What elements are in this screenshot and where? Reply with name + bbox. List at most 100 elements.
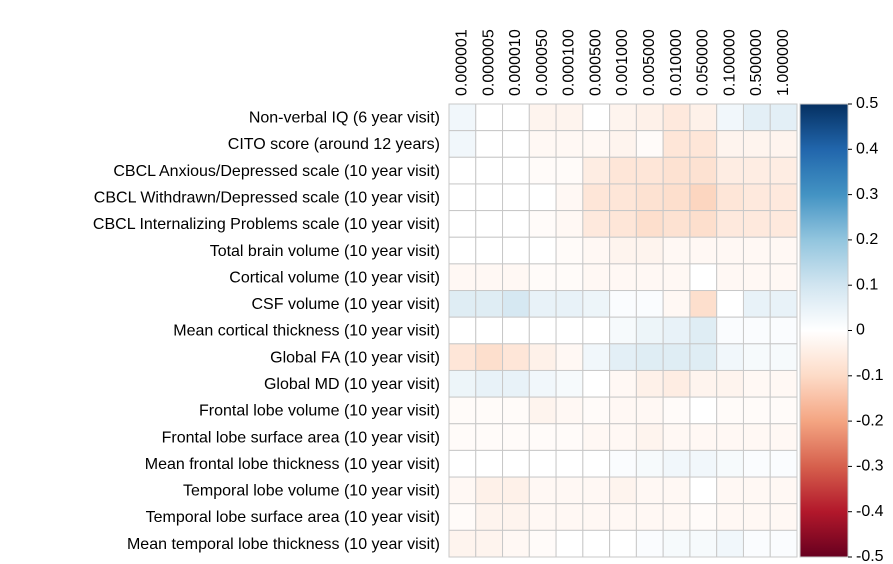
column-label: 0.050000: [695, 29, 712, 96]
colorbar-tick-label: -0.5: [856, 548, 884, 564]
heat-cell: [742, 449, 771, 478]
heat-cell: [582, 236, 611, 265]
heat-cell: [609, 476, 637, 505]
heat-cell: [742, 103, 771, 132]
heat-cell: [502, 343, 530, 371]
heat-cell: [635, 316, 664, 345]
heat-cell: [769, 423, 798, 451]
heat-cell: [662, 103, 691, 132]
row-label: Total brain volume (10 year visit): [210, 243, 440, 260]
heat-cell: [528, 529, 557, 558]
heat-cell: [769, 210, 798, 238]
heat-cell: [716, 156, 744, 185]
heat-cell: [609, 183, 637, 212]
row-label: CSF volume (10 year visit): [252, 296, 441, 313]
heat-cell: [582, 263, 611, 292]
heat-cell: [582, 423, 611, 451]
heat-cell: [555, 503, 584, 531]
heat-cell: [635, 236, 664, 265]
heat-cell: [689, 423, 718, 451]
heat-cell: [689, 130, 718, 158]
heat-cell: [689, 236, 718, 265]
heat-cell: [528, 290, 557, 318]
heat-cell: [528, 503, 557, 531]
heat-cell: [582, 369, 611, 398]
heat-cell: [716, 396, 744, 425]
heat-cell: [502, 316, 530, 345]
heat-cell: [609, 103, 637, 132]
heat-cell: [716, 316, 744, 345]
column-label: 0.000100: [561, 29, 578, 96]
heat-cell: [502, 130, 530, 158]
heat-cell: [555, 529, 584, 558]
heat-cell: [742, 236, 771, 265]
column-label: 0.000005: [480, 29, 497, 96]
heat-cell: [742, 423, 771, 451]
heat-cell: [555, 316, 584, 345]
heat-cell: [716, 503, 744, 531]
heat-cell: [689, 210, 718, 238]
row-label: Frontal lobe surface area (10 year visit…: [162, 429, 440, 446]
heat-cell: [742, 183, 771, 212]
heat-cell: [502, 529, 530, 558]
heat-cell: [609, 343, 637, 371]
heat-cell: [609, 263, 637, 292]
row-label: Frontal lobe volume (10 year visit): [199, 403, 440, 420]
heat-cell: [742, 503, 771, 531]
heat-cell: [662, 369, 691, 398]
heat-cell: [635, 449, 664, 478]
heat-cell: [528, 343, 557, 371]
heat-cell: [475, 236, 504, 265]
heat-cell: [475, 369, 504, 398]
heat-cell: [609, 156, 637, 185]
row-label: Global MD (10 year visit): [264, 376, 440, 393]
heat-cell: [448, 290, 477, 318]
heat-cell: [742, 396, 771, 425]
column-label: 0.000001: [454, 29, 471, 96]
heat-cell: [716, 210, 744, 238]
heat-cell: [635, 343, 664, 371]
heat-cell: [582, 210, 611, 238]
heat-cell: [742, 529, 771, 558]
heat-cell: [742, 290, 771, 318]
heat-cell: [716, 343, 744, 371]
row-label: Mean frontal lobe thickness (10 year vis…: [145, 456, 440, 473]
heat-cell: [582, 130, 611, 158]
column-label: 1.000000: [775, 29, 792, 96]
heat-cell: [662, 183, 691, 212]
heat-cell: [662, 210, 691, 238]
heat-cell: [769, 290, 798, 318]
column-label: 0.005000: [641, 29, 658, 96]
colorbar-tick-label: -0.2: [856, 412, 884, 429]
heat-cell: [555, 183, 584, 212]
heat-cell: [448, 156, 477, 185]
heat-cell: [769, 369, 798, 398]
heat-cell: [635, 476, 664, 505]
heat-cell: [609, 130, 637, 158]
heat-cell: [609, 529, 637, 558]
column-label: 0.000050: [534, 29, 551, 96]
heat-cell: [448, 476, 477, 505]
heat-cell: [742, 210, 771, 238]
heat-cell: [555, 156, 584, 185]
heat-cell: [742, 316, 771, 345]
heat-cell: [742, 263, 771, 292]
heat-cell: [716, 369, 744, 398]
heat-cell: [635, 423, 664, 451]
heat-cell: [502, 103, 530, 132]
heat-cell: [689, 503, 718, 531]
heat-cell: [716, 290, 744, 318]
row-label: CITO score (around 12 years): [228, 136, 440, 153]
heat-cell: [528, 369, 557, 398]
heat-cell: [742, 156, 771, 185]
heat-cell: [448, 130, 477, 158]
row-label: Temporal lobe volume (10 year visit): [183, 483, 440, 500]
heat-cell: [769, 529, 798, 558]
heat-cell: [555, 476, 584, 505]
heat-cell: [609, 236, 637, 265]
row-label: Non-verbal IQ (6 year visit): [249, 110, 440, 127]
heat-cell: [582, 503, 611, 531]
heat-cell: [769, 156, 798, 185]
heat-cell: [582, 476, 611, 505]
colorbar-tick-label: -0.3: [856, 458, 884, 475]
